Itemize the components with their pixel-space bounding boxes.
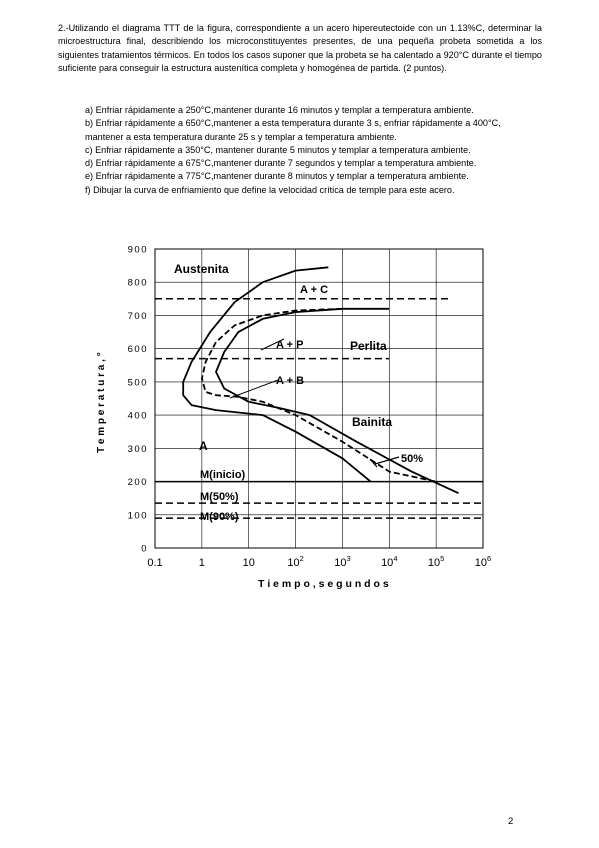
ttt-chart: 900 800 700 600 500 400 300 200 100 0 0.1 1 10 102 10… [96,245,491,591]
y-tick-label: 100 [128,510,148,521]
list-item: f) Dibujar la curva de enfriamiento que … [85,184,455,195]
x-tick-label: 104 [381,554,397,569]
y-tick-label: 500 [128,377,148,388]
y-tick-label: 600 [128,344,148,355]
curves [155,266,483,519]
label-m-90: M(90%) [200,511,239,523]
list-item: c) Enfriar rápidamente a 350°C, mantener… [85,144,471,155]
y-tick-label: 0 [141,544,148,555]
label-perlita: Perlita [350,339,387,353]
treatment-list: a) Enfriar rápidamente a 250°C,mantener … [85,104,535,197]
page-number: 2 [508,816,514,827]
y-axis-label: T e m p e r a t u r a , ° [96,352,107,453]
arrow-a-p [260,338,285,351]
label-a-c: A + C [300,284,328,296]
problem-statement: 2.-Utilizando el diagrama TTT de la figu… [58,23,542,73]
y-tick-labels: 900 800 700 600 500 400 300 200 100 0 [128,245,148,555]
label-m-50: M(50%) [200,491,239,503]
x-tick-label: 103 [334,554,350,569]
arrow-fifty [374,456,400,465]
curve-fifty [201,307,437,483]
y-tick-label: 400 [128,411,148,422]
label-a: A [199,439,208,453]
x-tick-label: 105 [428,554,444,569]
x-tick-label: 102 [287,554,303,569]
label-fifty: 50% [401,453,423,465]
list-item: a) Enfriar rápidamente a 250°C,mantener … [85,105,474,115]
x-tick-label: 10 [243,557,255,569]
grid [155,249,483,548]
list-item: e) Enfriar rápidamente a 775°C,mantener … [85,171,469,182]
label-m-inicio: M(inicio) [200,469,246,481]
x-axis-label: T i e m p o , s e g u n d o s [258,578,389,590]
list-item: d) Enfriar rápidamente a 675°C,mantener … [85,158,477,169]
y-tick-label: 700 [128,311,148,322]
ttt-diagram: 900 800 700 600 500 400 300 200 100 0 0.1 1 10 102 10… [90,238,500,598]
x-tick-labels: 0.1 1 10 102 103 104 105 106 [147,554,491,569]
curve-end [215,307,459,495]
x-tick-label: 0.1 [147,557,162,569]
x-tick-label: 106 [475,554,491,569]
list-item: b) Enfriar rápidamente a 650°C,mantener … [85,118,501,142]
y-tick-label: 200 [128,477,148,488]
label-a-b: A + B [276,375,304,387]
plot-frame [154,248,484,549]
tick-fifty [369,458,378,468]
y-tick-label: 300 [128,444,148,455]
label-a-p: A + P [276,339,303,351]
curve-start [182,266,372,483]
x-tick-label: 1 [199,557,205,569]
label-austenita: Austenita [174,262,229,276]
arrow-a-b [229,379,279,399]
label-bainita: Bainita [352,415,392,429]
y-tick-label: 800 [128,278,148,289]
y-tick-label: 900 [128,245,148,256]
